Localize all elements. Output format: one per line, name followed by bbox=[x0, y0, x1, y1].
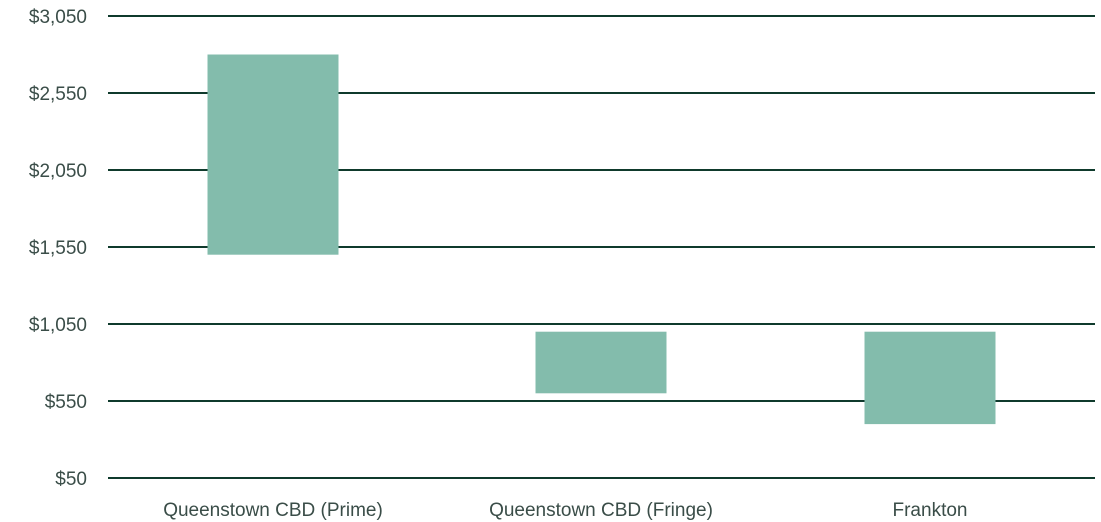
y-tick-label: $550 bbox=[45, 392, 87, 413]
x-axis-category-labels: Queenstown CBD (Prime) Queenstown CBD (Fr… bbox=[163, 500, 967, 521]
x-category-label: Queenstown CBD (Prime) bbox=[163, 500, 383, 521]
x-category-label: Queenstown CBD (Fringe) bbox=[489, 500, 713, 521]
x-category-label: Frankton bbox=[893, 500, 968, 521]
y-axis-tick-labels: $3,050 $2,550 $2,050 $1,550 $1,050 $550 $50 bbox=[29, 7, 87, 490]
y-tick-label: $3,050 bbox=[29, 7, 87, 28]
y-tick-label: $2,050 bbox=[29, 161, 87, 182]
bar bbox=[207, 54, 339, 255]
y-tick-label: $1,550 bbox=[29, 238, 87, 259]
y-tick-label: $50 bbox=[55, 469, 87, 490]
bar bbox=[535, 331, 667, 394]
y-tick-label: $2,550 bbox=[29, 84, 87, 105]
bar bbox=[864, 331, 996, 425]
y-tick-label: $1,050 bbox=[29, 315, 87, 336]
bars bbox=[207, 54, 996, 425]
